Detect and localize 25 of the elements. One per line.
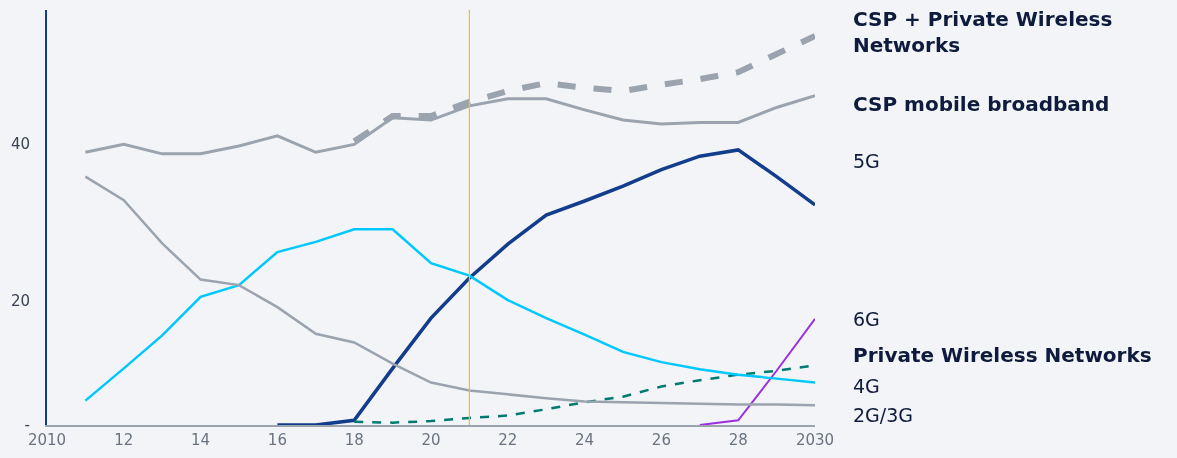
series-label: Private Wireless Networks [853,343,1152,367]
series-label: CSP + Private Wireless Networks [853,7,1113,57]
x-tick-label: 22 [498,431,518,449]
x-tick-label: 2010 [27,431,67,449]
x-tick-label: 12 [114,431,134,449]
text: 4G [853,375,880,397]
text: 5G [853,150,880,172]
x-tick-label: 26 [651,431,671,449]
x-tick-label: 20 [421,431,441,449]
y-tick-label: 40 [10,134,30,153]
series-label: CSP mobile broadband [853,92,1110,116]
x-tick-label: 14 [191,431,211,449]
y-tick-label: - [24,416,30,435]
line-series [698,317,815,425]
x-tick-label: 28 [728,431,748,449]
text: 6G [853,308,880,330]
line-series [275,148,815,425]
x-tick-label: 24 [575,431,595,449]
x-tick-label: 18 [344,431,364,449]
text: 2G/3G [853,404,914,426]
y-tick-label: 20 [10,292,30,311]
x-tick-label: 2030 [795,431,835,449]
line-series [84,175,815,407]
line-series [84,228,815,402]
x-tick-label: 16 [267,431,287,449]
